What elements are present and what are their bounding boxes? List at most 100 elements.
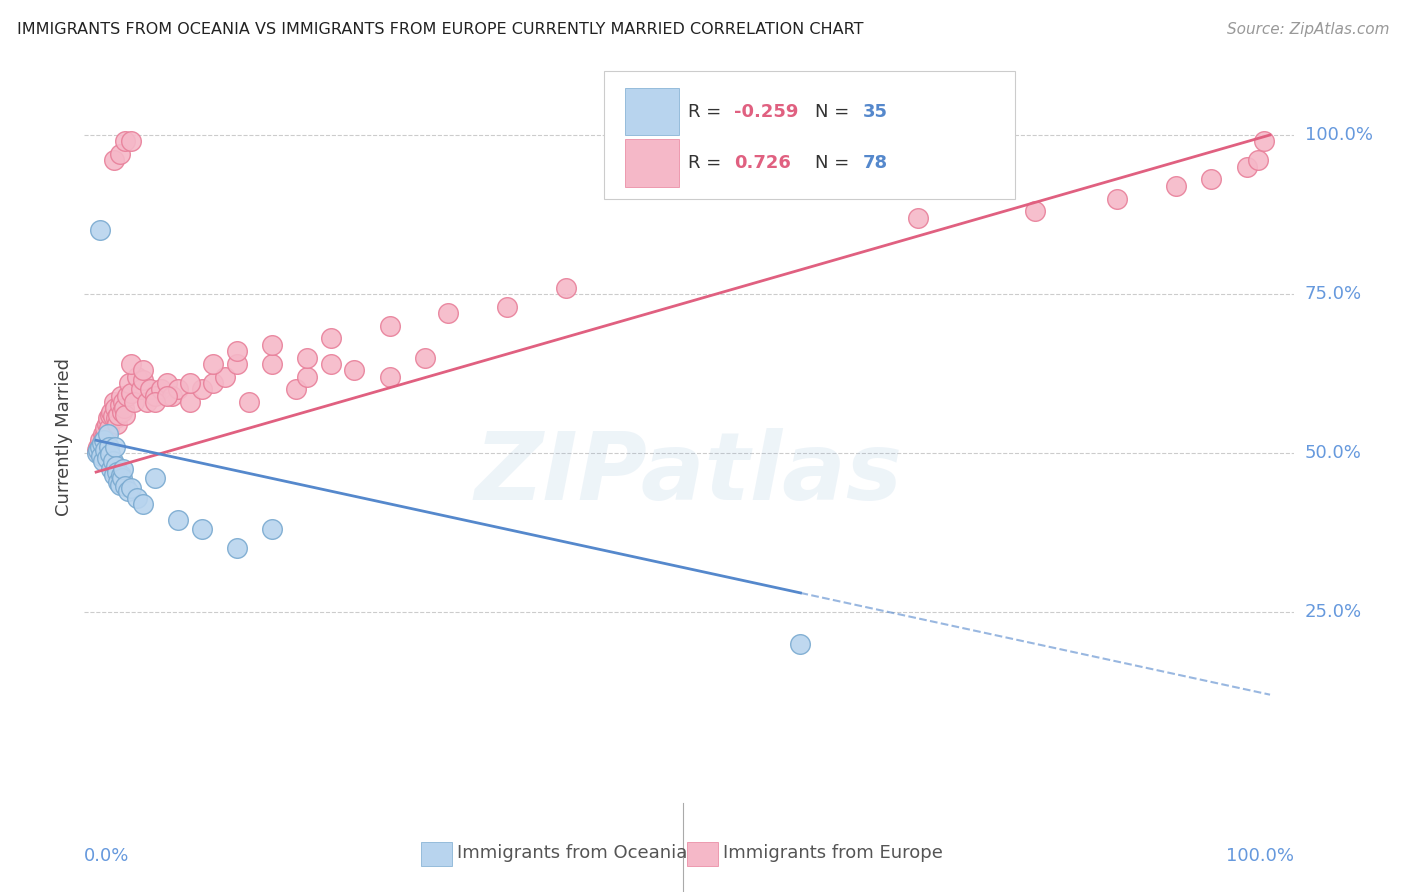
Point — [167, 383, 190, 397]
Point — [104, 440, 127, 454]
Point — [86, 446, 108, 460]
Point — [96, 451, 118, 466]
Point — [100, 404, 122, 418]
Point — [122, 395, 145, 409]
Point — [378, 318, 401, 333]
Text: 25.0%: 25.0% — [1305, 603, 1362, 621]
Point — [179, 376, 201, 390]
Point — [105, 417, 128, 432]
Point — [343, 363, 366, 377]
Point — [789, 637, 811, 651]
Point — [108, 477, 131, 491]
Point — [1247, 153, 1270, 168]
Point — [1166, 178, 1188, 193]
Text: R =: R = — [688, 103, 727, 120]
Point — [98, 408, 121, 422]
Point — [155, 376, 177, 390]
Point — [117, 484, 139, 499]
Point — [1253, 134, 1275, 148]
Text: IMMIGRANTS FROM OCEANIA VS IMMIGRANTS FROM EUROPE CURRENTLY MARRIED CORRELATION : IMMIGRANTS FROM OCEANIA VS IMMIGRANTS FR… — [17, 22, 863, 37]
Point — [262, 522, 284, 536]
Point — [202, 357, 225, 371]
Point — [143, 389, 166, 403]
FancyBboxPatch shape — [686, 841, 718, 866]
Point — [162, 389, 184, 403]
Point — [110, 468, 132, 483]
Point — [90, 449, 112, 463]
Point — [319, 357, 342, 371]
FancyBboxPatch shape — [605, 71, 1015, 200]
Point — [226, 357, 249, 371]
Text: 100.0%: 100.0% — [1226, 847, 1294, 864]
Point — [107, 475, 129, 489]
Point — [114, 408, 136, 422]
Point — [262, 357, 284, 371]
Text: ZIPatlas: ZIPatlas — [475, 427, 903, 520]
Point — [378, 369, 401, 384]
Point — [103, 153, 125, 168]
Point — [149, 383, 172, 397]
Point — [93, 434, 115, 448]
Point — [110, 389, 132, 403]
Point — [94, 420, 117, 434]
Point — [91, 453, 114, 467]
Point — [87, 442, 110, 457]
Text: 0.0%: 0.0% — [84, 847, 129, 864]
Point — [111, 404, 134, 418]
Point — [98, 440, 121, 454]
Point — [98, 420, 121, 434]
Point — [114, 479, 136, 493]
Y-axis label: Currently Married: Currently Married — [55, 358, 73, 516]
Point — [108, 147, 131, 161]
Point — [89, 223, 111, 237]
Point — [101, 409, 124, 423]
Point — [226, 541, 249, 556]
Text: 100.0%: 100.0% — [1305, 126, 1372, 144]
FancyBboxPatch shape — [624, 87, 679, 136]
Point — [103, 395, 125, 409]
Point — [143, 395, 166, 409]
Point — [127, 491, 149, 505]
Point — [108, 398, 131, 412]
Point — [1107, 192, 1129, 206]
Point — [86, 442, 108, 457]
Point — [87, 440, 110, 454]
Point — [135, 395, 157, 409]
Text: R =: R = — [688, 153, 727, 172]
Point — [127, 369, 149, 384]
Point — [101, 453, 124, 467]
Text: Source: ZipAtlas.com: Source: ZipAtlas.com — [1226, 22, 1389, 37]
Point — [112, 395, 135, 409]
Point — [120, 134, 142, 148]
Point — [94, 442, 117, 457]
Point — [554, 280, 576, 294]
Point — [93, 430, 115, 444]
Point — [179, 395, 201, 409]
Point — [214, 369, 236, 384]
Point — [89, 434, 111, 448]
Point — [238, 395, 260, 409]
Point — [907, 211, 929, 225]
Text: Immigrants from Oceania: Immigrants from Oceania — [457, 844, 688, 862]
Point — [132, 363, 155, 377]
Point — [112, 401, 135, 416]
Text: Immigrants from Europe: Immigrants from Europe — [723, 844, 942, 862]
Point — [120, 481, 142, 495]
Point — [155, 389, 177, 403]
Point — [89, 440, 111, 454]
Text: N =: N = — [814, 153, 855, 172]
Point — [112, 462, 135, 476]
Point — [437, 306, 460, 320]
Point — [105, 465, 128, 479]
Point — [496, 300, 519, 314]
Point — [98, 447, 121, 461]
Point — [91, 436, 114, 450]
Point — [190, 522, 212, 536]
Text: -0.259: -0.259 — [734, 103, 799, 120]
Point — [226, 344, 249, 359]
Point — [120, 357, 142, 371]
Text: 75.0%: 75.0% — [1305, 285, 1362, 303]
Text: 0.726: 0.726 — [734, 153, 790, 172]
Point — [1024, 204, 1046, 219]
Point — [105, 411, 128, 425]
